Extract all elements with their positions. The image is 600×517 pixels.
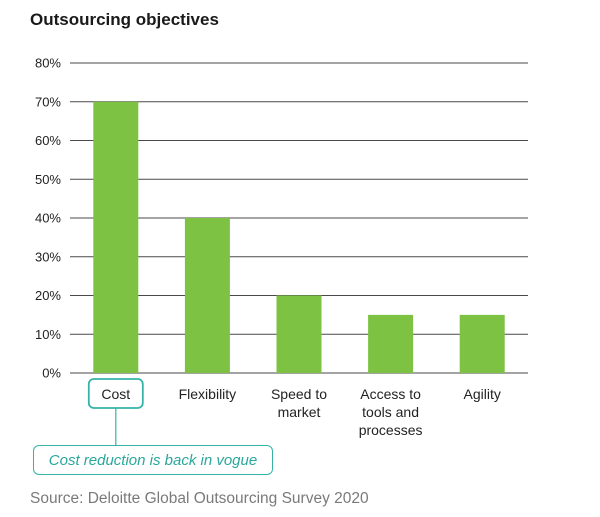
- x-tick-label: Speed to market: [271, 386, 327, 420]
- annotation-text: Cost reduction is back in vogue: [48, 451, 258, 469]
- bar: [276, 295, 322, 373]
- y-tick-label: 80%: [35, 56, 61, 71]
- y-tick-label: 20%: [35, 288, 61, 303]
- x-tick-label: Agility: [464, 386, 501, 402]
- y-tick-label: 30%: [35, 249, 61, 264]
- chart-title: Outsourcing objectives: [30, 10, 219, 29]
- source-note: Source: Deloitte Global Outsourcing Surv…: [30, 490, 369, 507]
- y-tick-label: 10%: [35, 327, 61, 342]
- y-tick-label: 60%: [35, 133, 61, 148]
- x-tick-label: Flexibility: [179, 386, 237, 402]
- bar: [459, 314, 505, 373]
- x-tick-label: Access to tools and processes: [359, 386, 423, 438]
- y-tick-label: 0%: [42, 366, 61, 381]
- y-tick-label: 50%: [35, 172, 61, 187]
- bar: [184, 218, 230, 373]
- bar: [368, 314, 414, 373]
- annotation-callout: Cost reduction is back in vogue: [33, 445, 273, 475]
- bar: [93, 101, 139, 373]
- x-tick-label: Cost: [101, 386, 130, 402]
- y-tick-label: 70%: [35, 94, 61, 109]
- y-tick-label: 40%: [35, 211, 61, 226]
